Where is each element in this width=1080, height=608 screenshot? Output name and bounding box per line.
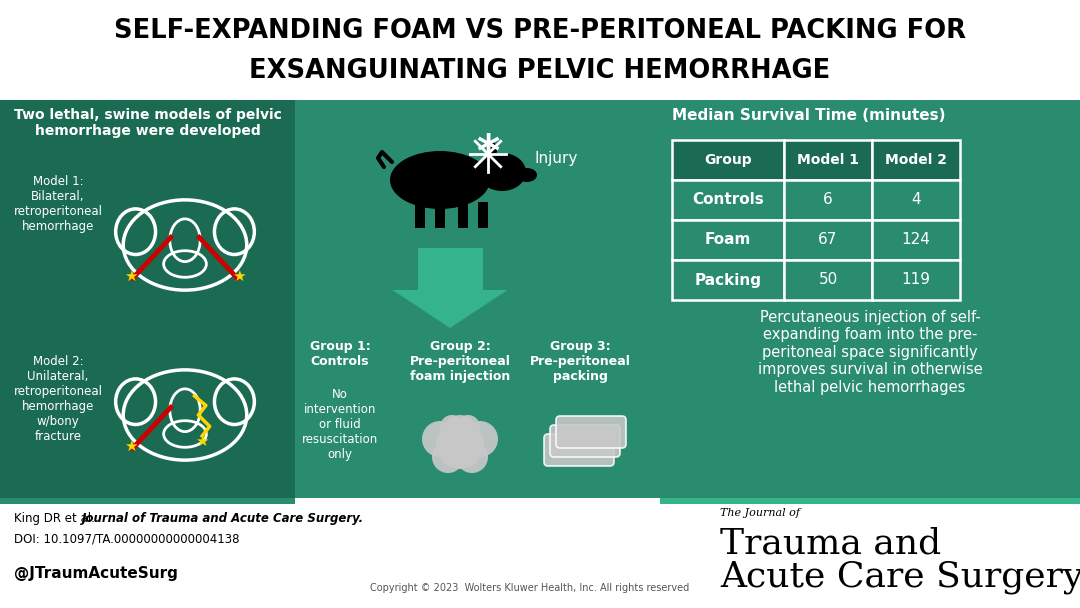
Ellipse shape [390, 151, 490, 209]
Text: Model 2: Model 2 [885, 153, 947, 167]
Bar [784, 140, 872, 180]
Circle shape [456, 441, 488, 473]
Text: ★: ★ [195, 434, 208, 449]
Ellipse shape [478, 153, 526, 191]
Text: Copyright © 2023  Wolters Kluwer Health, Inc. All rights reserved: Copyright © 2023 Wolters Kluwer Health, … [370, 583, 690, 593]
Text: @JTraumAcuteSurg: @JTraumAcuteSurg [14, 566, 178, 581]
Text: 67: 67 [819, 232, 838, 247]
Text: Packing: Packing [694, 272, 761, 288]
Text: ★: ★ [124, 269, 137, 284]
Circle shape [422, 421, 458, 457]
Ellipse shape [487, 142, 497, 158]
Text: Median Survival Time (minutes): Median Survival Time (minutes) [672, 108, 945, 123]
Bar [478, 202, 488, 228]
Text: Journal of Trauma and Acute Care Surgery.: Journal of Trauma and Acute Care Surgery… [82, 512, 364, 525]
Text: Two lethal, swine models of pelvic
hemorrhage were developed: Two lethal, swine models of pelvic hemor… [14, 108, 282, 138]
Text: Group 1:
Controls: Group 1: Controls [310, 340, 370, 368]
FancyBboxPatch shape [544, 434, 615, 466]
Text: Model 1:
Bilateral,
retroperitoneal
hemorrhage: Model 1: Bilateral, retroperitoneal hemo… [13, 175, 103, 233]
Text: Group 3:
Pre-peritoneal
packing: Group 3: Pre-peritoneal packing [529, 340, 631, 383]
Text: 4: 4 [912, 193, 921, 207]
Text: ★: ★ [232, 269, 246, 284]
Circle shape [436, 421, 484, 469]
Ellipse shape [517, 168, 537, 182]
Text: Percutaneous injection of self-
expanding foam into the pre-
peritoneal space si: Percutaneous injection of self- expandin… [758, 310, 983, 395]
Bar [0, 0, 1080, 100]
Text: Injury: Injury [535, 151, 579, 165]
Bar [784, 260, 872, 300]
Bar [672, 180, 784, 220]
Bar [0, 100, 295, 498]
Bar [0, 100, 1080, 498]
Text: SELF-EXPANDING FOAM VS PRE-PERITONEAL PACKING FOR: SELF-EXPANDING FOAM VS PRE-PERITONEAL PA… [114, 18, 966, 44]
Text: Foam: Foam [705, 232, 752, 247]
Text: 6: 6 [823, 193, 833, 207]
Bar [415, 202, 426, 228]
Bar [872, 180, 960, 220]
Bar [872, 140, 960, 180]
Text: Model 2:
Unilateral,
retroperitoneal
hemorrhage
w/bony
fracture: Model 2: Unilateral, retroperitoneal hem… [13, 355, 103, 443]
Bar [458, 202, 468, 228]
Text: Acute Care Surgery®: Acute Care Surgery® [720, 560, 1080, 594]
Text: DOI: 10.1097/TA.00000000000004138: DOI: 10.1097/TA.00000000000004138 [14, 532, 240, 545]
Text: Group 2:
Pre-peritoneal
foam injection: Group 2: Pre-peritoneal foam injection [409, 340, 511, 383]
Text: Trauma and: Trauma and [720, 526, 941, 560]
FancyBboxPatch shape [556, 416, 626, 448]
Text: No
intervention
or fluid
resuscitation
only: No intervention or fluid resuscitation o… [302, 388, 378, 461]
Text: The Journal of: The Journal of [720, 508, 800, 518]
Text: ★: ★ [124, 439, 137, 454]
Bar [872, 220, 960, 260]
Bar [784, 220, 872, 260]
Bar [672, 260, 784, 300]
Bar [0, 498, 1080, 608]
Circle shape [440, 415, 464, 439]
Circle shape [462, 421, 498, 457]
Bar [435, 202, 445, 228]
Circle shape [456, 415, 480, 439]
Text: 119: 119 [902, 272, 931, 288]
FancyBboxPatch shape [550, 425, 620, 457]
Bar [672, 220, 784, 260]
Text: EXSANGUINATING PELVIC HEMORRHAGE: EXSANGUINATING PELVIC HEMORRHAGE [249, 58, 831, 84]
Bar [784, 180, 872, 220]
Bar [418, 248, 483, 290]
Text: 124: 124 [902, 232, 931, 247]
Bar [672, 140, 784, 180]
Text: Group: Group [704, 153, 752, 167]
Polygon shape [392, 290, 508, 328]
Text: *: * [476, 133, 500, 176]
Bar [0, 498, 295, 504]
Circle shape [444, 415, 476, 447]
Circle shape [432, 441, 464, 473]
Text: Controls: Controls [692, 193, 764, 207]
Text: King DR et al.: King DR et al. [14, 512, 98, 525]
Text: 50: 50 [819, 272, 838, 288]
Bar [660, 498, 1080, 504]
Bar [872, 260, 960, 300]
Text: Model 1: Model 1 [797, 153, 859, 167]
